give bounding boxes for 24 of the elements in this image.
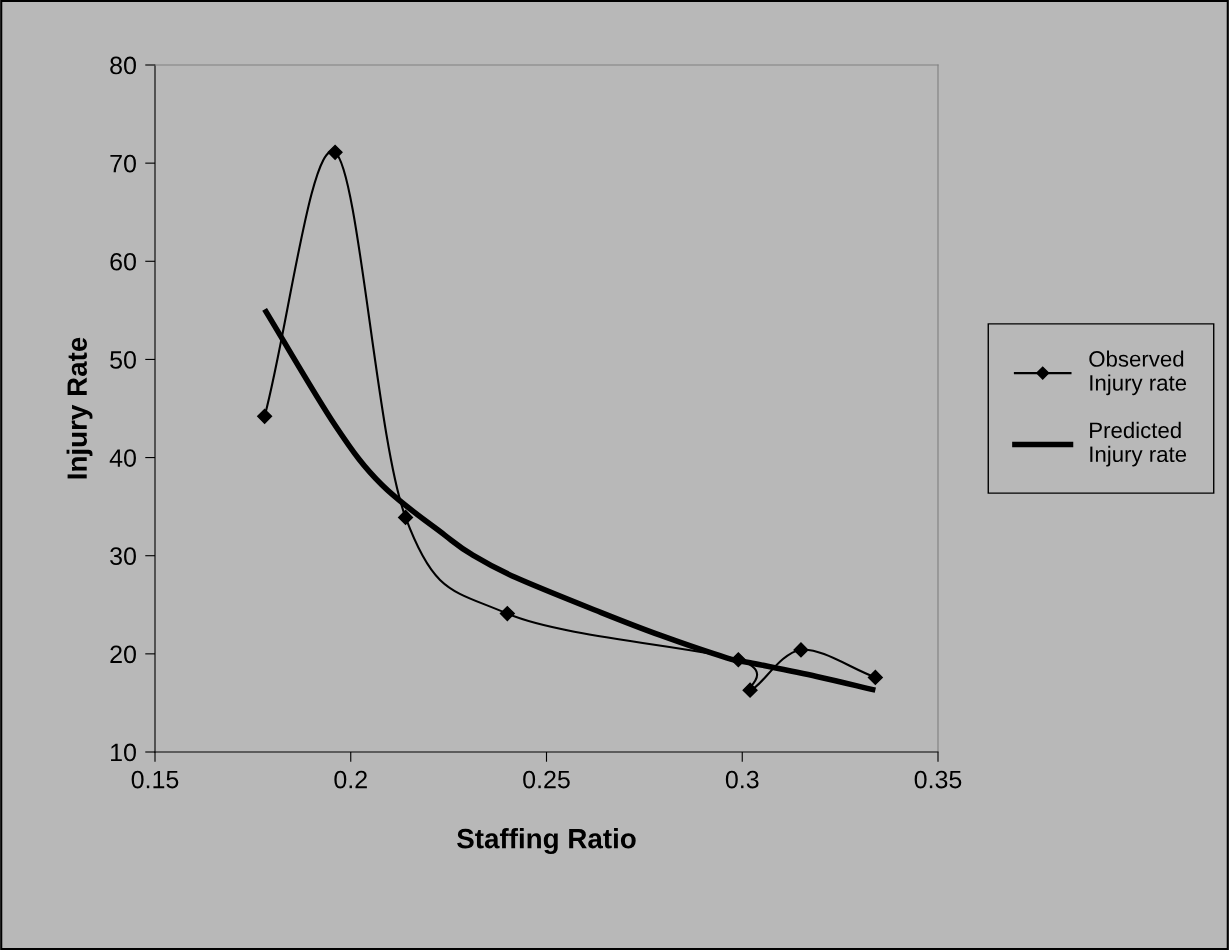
point (867, 669, 883, 685)
point (327, 144, 343, 160)
x-tick-label: 0.3 (725, 770, 759, 789)
x-tick-label: 0.2 (334, 770, 367, 789)
y-tick-label: 70 (110, 154, 136, 173)
y-tick-label: 30 (110, 547, 136, 566)
point (742, 682, 758, 698)
x-tick-label: 0.35 (914, 770, 962, 789)
x-tick-label: 0.15 (131, 770, 179, 789)
y-tick-label: 80 (110, 56, 136, 75)
x-axis-title: Staffing Ratio (457, 828, 636, 855)
point (793, 642, 809, 658)
x-tick-label: 0.25 (523, 770, 570, 789)
legend-label: Predicted Injury rate (1090, 421, 1187, 467)
y-tick-label: 50 (110, 351, 136, 369)
legend-label: Observed Injury rate (1089, 350, 1187, 396)
y-axis-title: Injury Rate (66, 337, 93, 479)
y-tick-label: 60 (110, 252, 136, 271)
y-tick-label: 20 (110, 645, 136, 664)
point (397, 509, 414, 526)
y-tick-label: 10 (111, 743, 136, 762)
point (257, 408, 273, 424)
point (499, 606, 515, 622)
y-tick-label: 40 (109, 449, 136, 467)
